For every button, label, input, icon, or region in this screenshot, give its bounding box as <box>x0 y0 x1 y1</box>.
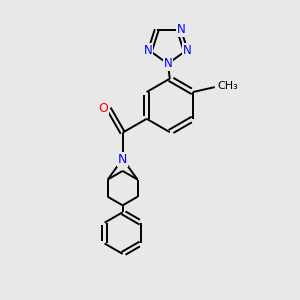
Text: N: N <box>164 57 172 70</box>
Text: O: O <box>98 102 108 115</box>
Text: N: N <box>118 152 127 166</box>
Text: CH₃: CH₃ <box>218 81 238 91</box>
Text: N: N <box>144 44 152 57</box>
Text: N: N <box>183 44 192 57</box>
Text: N: N <box>176 23 185 36</box>
